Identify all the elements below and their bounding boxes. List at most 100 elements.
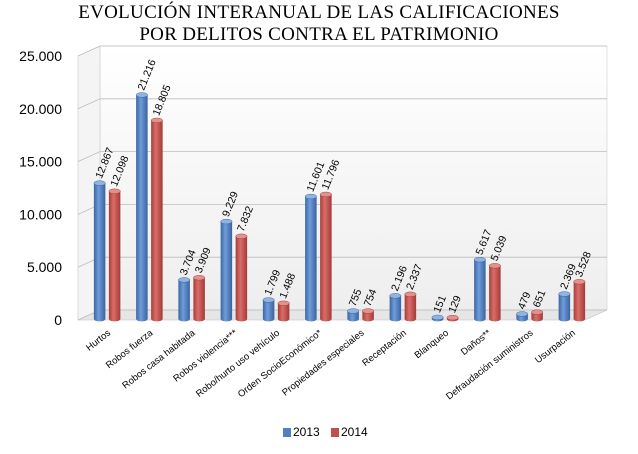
bar-top bbox=[389, 293, 402, 299]
bar-2013 bbox=[389, 293, 402, 322]
bar-top bbox=[573, 279, 586, 285]
bar-body bbox=[362, 311, 374, 319]
bar-base bbox=[262, 316, 275, 322]
chart-title: EVOLUCIÓN INTERANUAL DE LAS CALIFICACION… bbox=[0, 2, 638, 46]
bar-base bbox=[235, 316, 248, 322]
bar-base bbox=[347, 316, 359, 322]
bar-2014 bbox=[573, 279, 586, 322]
gridline bbox=[77, 98, 607, 110]
bar-2014 bbox=[319, 191, 332, 322]
bar-body bbox=[558, 293, 571, 319]
bar-top bbox=[220, 218, 233, 225]
bar-body bbox=[178, 279, 190, 319]
bar-top bbox=[178, 277, 191, 283]
bar-2014 bbox=[404, 291, 417, 322]
bar-body bbox=[262, 300, 275, 319]
bar-body bbox=[235, 236, 248, 319]
x-tick-label: Usurpación bbox=[533, 328, 578, 366]
bar-2013 bbox=[516, 311, 529, 322]
legend-label: 2014 bbox=[341, 425, 368, 439]
bar-top bbox=[135, 92, 148, 98]
bar-top bbox=[446, 315, 459, 321]
bar-body bbox=[573, 281, 586, 319]
bar-top bbox=[558, 291, 571, 297]
bar-base bbox=[178, 316, 190, 322]
bar-base bbox=[151, 316, 163, 322]
bar-2014 bbox=[235, 233, 248, 322]
y-tick-label: 25.000 bbox=[19, 48, 62, 64]
bar-top bbox=[488, 263, 501, 269]
legend-swatch bbox=[331, 428, 339, 437]
bar-2013 bbox=[473, 257, 486, 322]
bar-top bbox=[319, 191, 332, 198]
bar-top bbox=[93, 180, 106, 186]
bar-base bbox=[516, 316, 528, 322]
bar-body bbox=[193, 277, 205, 319]
bar-base bbox=[474, 316, 486, 322]
bar-top bbox=[404, 291, 417, 297]
bar-2014 bbox=[446, 315, 459, 322]
plot-area: 05.00010.00015.00020.00025.00012.86712.0… bbox=[19, 45, 608, 402]
y-tick-label: 15.000 bbox=[19, 154, 62, 170]
bar-2013 bbox=[262, 297, 275, 322]
x-tick-label: Robos casa habitada bbox=[120, 327, 198, 391]
x-tick-label: Propiedades especiales bbox=[280, 328, 366, 399]
bar-body bbox=[136, 94, 148, 319]
bar-body bbox=[93, 183, 106, 319]
bar-base bbox=[558, 316, 571, 322]
legend-label: 2013 bbox=[293, 425, 320, 439]
bar-top bbox=[262, 297, 275, 303]
bar-base bbox=[389, 316, 402, 322]
bar-body bbox=[347, 311, 359, 319]
bar-body bbox=[277, 303, 290, 319]
bar-base bbox=[108, 316, 121, 322]
x-tick-label: Blanqueo bbox=[413, 328, 451, 361]
bar-2014 bbox=[362, 308, 375, 322]
bar-top bbox=[431, 314, 444, 321]
bar-2013 bbox=[304, 193, 317, 322]
gridline bbox=[77, 45, 607, 57]
bar-base bbox=[573, 316, 586, 322]
bar-top bbox=[304, 193, 317, 200]
bar-base bbox=[404, 316, 417, 322]
bar-2014 bbox=[150, 117, 163, 322]
bar-body bbox=[320, 194, 332, 319]
bar-top bbox=[277, 300, 290, 306]
bar-base bbox=[277, 316, 290, 322]
bar-top bbox=[150, 117, 163, 124]
bar-2014 bbox=[488, 263, 501, 322]
back-wall bbox=[99, 45, 608, 311]
bar-2014 bbox=[193, 275, 206, 322]
bar-base bbox=[531, 316, 543, 322]
bar-2014 bbox=[277, 300, 290, 322]
bar-2013 bbox=[178, 277, 191, 322]
bar-top bbox=[473, 257, 486, 263]
bar-base bbox=[320, 316, 332, 322]
bar-body bbox=[305, 196, 317, 319]
bar-2013 bbox=[347, 308, 360, 322]
y-tick-label: 5.000 bbox=[27, 259, 62, 275]
legend-swatch bbox=[283, 428, 291, 437]
bar-base bbox=[489, 316, 501, 322]
bar-base bbox=[193, 316, 205, 322]
bar-2013 bbox=[431, 314, 444, 322]
y-tick-label: 10.000 bbox=[19, 206, 62, 222]
y-tick-label: 20.000 bbox=[19, 101, 62, 117]
bar-body bbox=[474, 259, 486, 319]
bar-base bbox=[93, 316, 106, 322]
gridline bbox=[77, 151, 607, 162]
y-tick-label: 0 bbox=[54, 312, 62, 328]
chart-title-line-1: EVOLUCIÓN INTERANUAL DE LAS CALIFICACION… bbox=[78, 2, 560, 23]
bar-top bbox=[193, 275, 206, 281]
bar-top bbox=[362, 308, 375, 314]
bar-top bbox=[235, 233, 248, 239]
bar-base bbox=[136, 316, 148, 322]
bar-top bbox=[347, 308, 360, 314]
bar-2013 bbox=[220, 218, 233, 322]
bar-body bbox=[489, 265, 501, 319]
bar-body bbox=[531, 312, 543, 319]
bar-top bbox=[531, 309, 544, 315]
bar-body bbox=[404, 294, 417, 319]
bar-base bbox=[220, 316, 233, 322]
